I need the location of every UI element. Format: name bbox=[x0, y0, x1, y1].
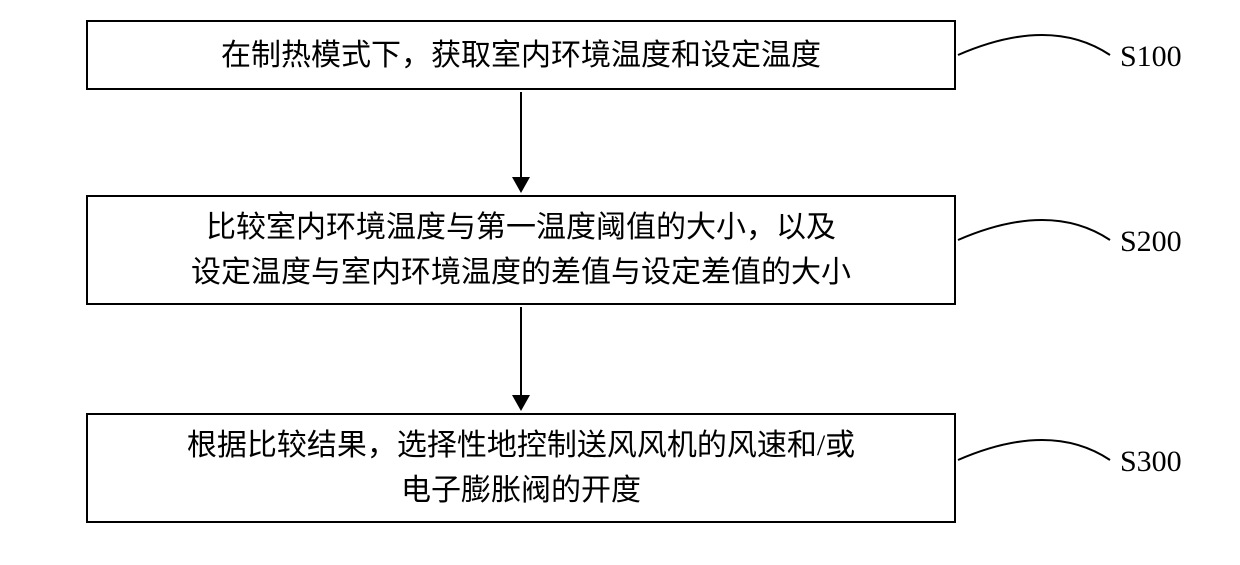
step-label-text: S100 bbox=[1120, 40, 1182, 73]
step-label-text: S300 bbox=[1120, 445, 1182, 478]
arrow-head-1 bbox=[512, 177, 530, 193]
step-label-s300: S300 bbox=[1120, 445, 1182, 479]
step-label-text: S200 bbox=[1120, 225, 1182, 258]
node-text-line2: 设定温度与室内环境温度的差值与设定差值的大小 bbox=[191, 250, 851, 295]
arrow-s200-s300 bbox=[520, 307, 522, 395]
node-text-line1: 比较室内环境温度与第一温度阈值的大小，以及 bbox=[206, 205, 836, 250]
node-text-line2: 电子膨胀阀的开度 bbox=[401, 468, 641, 513]
flowchart-node-s200: 比较室内环境温度与第一温度阈值的大小，以及 设定温度与室内环境温度的差值与设定差… bbox=[86, 195, 956, 305]
arrow-s100-s200 bbox=[520, 92, 522, 177]
node-text: 在制热模式下，获取室内环境温度和设定温度 bbox=[221, 33, 821, 78]
arrow-head-2 bbox=[512, 395, 530, 411]
flowchart-node-s300: 根据比较结果，选择性地控制送风风机的风速和/或 电子膨胀阀的开度 bbox=[86, 413, 956, 523]
node-text-line1: 根据比较结果，选择性地控制送风风机的风速和/或 bbox=[187, 423, 855, 468]
step-label-s200: S200 bbox=[1120, 225, 1182, 259]
flowchart-canvas: 在制热模式下，获取室内环境温度和设定温度 S100 比较室内环境温度与第一温度阈… bbox=[0, 0, 1240, 565]
flowchart-node-s100: 在制热模式下，获取室内环境温度和设定温度 bbox=[86, 20, 956, 90]
step-label-s100: S100 bbox=[1120, 40, 1182, 74]
